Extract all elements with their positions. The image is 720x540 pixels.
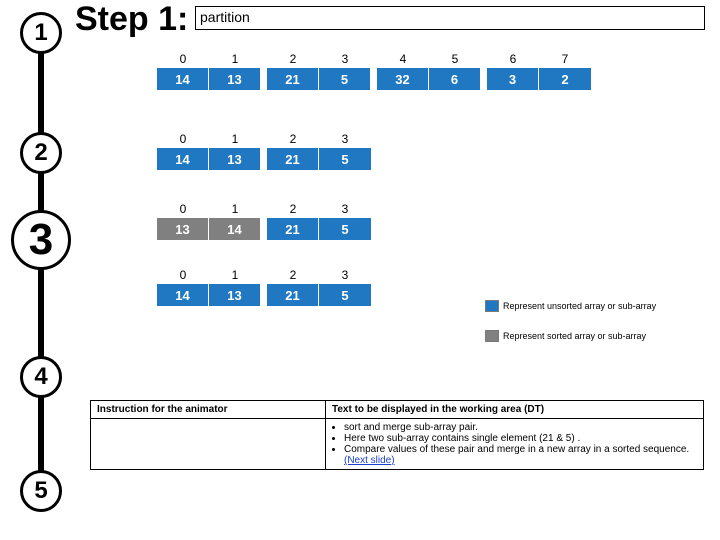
array-cell: 14	[157, 68, 209, 90]
array-cell: 5	[319, 148, 371, 170]
array-index-row: 0123	[157, 130, 371, 148]
legend-sorted-label: Represent sorted array or sub-array	[503, 331, 646, 341]
array-index: 3	[319, 50, 371, 68]
array-cell: 14	[157, 284, 209, 306]
timeline-step-2: 2	[20, 132, 62, 174]
instruction-header-right: Text to be displayed in the working area…	[326, 401, 704, 419]
array-cell: 13	[209, 68, 261, 90]
array-cell: 13	[157, 218, 209, 240]
array-index: 0	[157, 266, 209, 284]
array-index: 4	[377, 50, 429, 68]
array-index: 6	[487, 50, 539, 68]
instruction-header-left: Instruction for the animator	[91, 401, 326, 419]
array-index-row: 01234567	[157, 50, 591, 68]
legend-unsorted-label: Represent unsorted array or sub-array	[503, 301, 656, 311]
array-cell: 21	[267, 284, 319, 306]
legend-sorted-swatch	[485, 330, 499, 342]
array-index: 2	[267, 266, 319, 284]
array-index: 0	[157, 130, 209, 148]
array-index: 2	[267, 130, 319, 148]
array-index: 0	[157, 50, 209, 68]
array-cell: 5	[319, 284, 371, 306]
array-index: 2	[267, 200, 319, 218]
array-index: 0	[157, 200, 209, 218]
array-index: 7	[539, 50, 591, 68]
array-index: 5	[429, 50, 481, 68]
partition-box: partition	[195, 6, 705, 30]
array-index: 1	[209, 130, 261, 148]
array-cell: 32	[377, 68, 429, 90]
next-slide-link[interactable]: (Next slide)	[344, 455, 395, 466]
instruction-body-left	[91, 419, 326, 470]
array-value-row: 141321532632	[157, 68, 591, 90]
array-index: 3	[319, 130, 371, 148]
array-index: 1	[209, 200, 261, 218]
timeline-step-3: 3	[11, 210, 71, 270]
array-index: 3	[319, 200, 371, 218]
array-value-row: 1413 215	[157, 284, 371, 306]
array-index: 3	[319, 266, 371, 284]
legend-unsorted: Represent unsorted array or sub-array	[485, 300, 656, 312]
instruction-body-right: sort and merge sub-array pair.Here two s…	[326, 419, 704, 470]
array-cell: 3	[487, 68, 539, 90]
timeline-step-1: 1	[20, 12, 62, 54]
timeline-step-5: 5	[20, 470, 62, 512]
legend-sorted: Represent sorted array or sub-array	[485, 330, 646, 342]
instruction-bullet: Compare values of these pair and merge i…	[344, 444, 697, 466]
array-cell: 21	[267, 218, 319, 240]
array-value-row: 1314 215	[157, 218, 371, 240]
timeline-step-4: 4	[20, 356, 62, 398]
array-index: 2	[267, 50, 319, 68]
array-cell: 13	[209, 284, 261, 306]
array-index: 1	[209, 266, 261, 284]
array-cell: 5	[319, 68, 371, 90]
array-cell: 13	[209, 148, 261, 170]
array-cell: 14	[209, 218, 261, 240]
array-index-row: 0123	[157, 200, 371, 218]
array-cell: 21	[267, 68, 319, 90]
array-cell: 2	[539, 68, 591, 90]
instruction-table: Instruction for the animator Text to be …	[90, 400, 704, 470]
instruction-bullet: sort and merge sub-array pair.	[344, 422, 697, 433]
array-cell: 21	[267, 148, 319, 170]
array-value-row: 1413 215	[157, 148, 371, 170]
instruction-bullet: Here two sub-array contains single eleme…	[344, 433, 697, 444]
array-cell: 14	[157, 148, 209, 170]
array-cell: 5	[319, 218, 371, 240]
array-cell: 6	[429, 68, 481, 90]
legend-unsorted-swatch	[485, 300, 499, 312]
array-index: 1	[209, 50, 261, 68]
step-title: Step 1:	[75, 0, 188, 39]
array-index-row: 0123	[157, 266, 371, 284]
